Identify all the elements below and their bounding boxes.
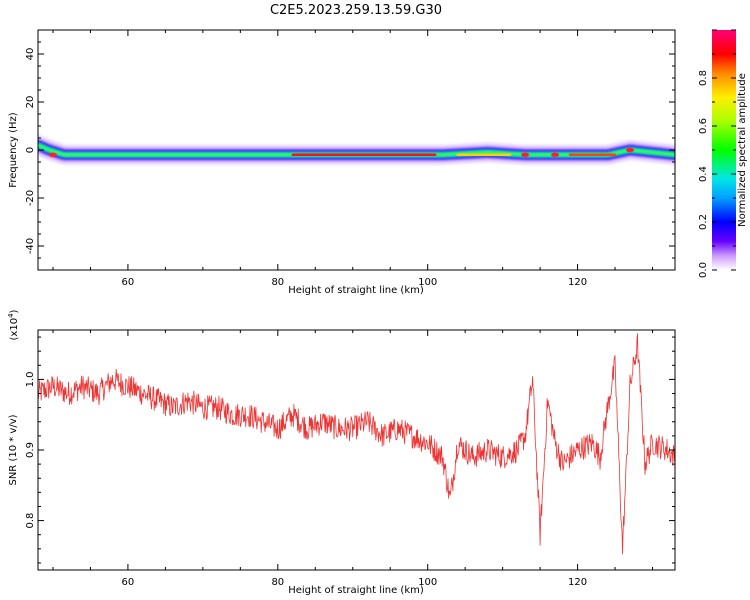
snr-series-line xyxy=(38,333,675,555)
spectrogram-y-tick-label: 0 xyxy=(25,147,36,153)
spectrogram-x-label: Height of straight line (km) xyxy=(288,285,424,296)
snr-x-label: Height of straight line (km) xyxy=(288,585,424,596)
colorbar-ticks: 0.0 0.2 0.4 0.6 0.8 xyxy=(698,29,736,278)
snr-y-tick-label: 0.9 xyxy=(25,442,36,458)
figure-title: C2E5.2023.259.13.59.G30 xyxy=(270,3,442,18)
spectrogram-x-tick-label: 60 xyxy=(122,277,135,288)
snr-y-tick-label: 1.0 xyxy=(25,371,36,387)
ridge-hotspot-2 xyxy=(551,152,560,157)
snr-x-tick-label: 80 xyxy=(271,577,284,588)
spectral-ridge xyxy=(38,135,675,165)
colorbar-tick-label: 0.6 xyxy=(698,118,709,134)
spectrogram-y-tick-label: -20 xyxy=(25,190,36,206)
spectrogram-x-tick-label: 80 xyxy=(271,277,284,288)
spectrogram-y-tick-label: 40 xyxy=(25,48,36,61)
spectrogram-panel: 60 80 100 120 40 20 0 -20 -40 Height of straight… xyxy=(8,29,676,296)
snr-x-tick-label: 100 xyxy=(418,577,437,588)
colorbar-gradient xyxy=(712,30,736,270)
spectrogram-x-tick-label: 100 xyxy=(418,277,437,288)
spectrogram-x-tick-label: 120 xyxy=(568,277,587,288)
ridge-hotspot-1 xyxy=(521,152,530,157)
ridge-hotspot-0 xyxy=(48,152,57,157)
spectrogram-y-tick-label: -40 xyxy=(25,238,36,254)
snr-ticks: 60 80 100 120 1.0 0.9 0.8 xyxy=(25,330,675,588)
snr-panel: 60 80 100 120 1.0 0.9 0.8 Height of straight l… xyxy=(7,309,676,596)
colorbar-tick-label: 0.8 xyxy=(698,70,709,86)
colorbar-tick-label: 0.4 xyxy=(698,166,709,182)
snr-x-tick-label: 60 xyxy=(122,577,135,588)
colorbar-tick-label: 0.2 xyxy=(698,214,709,230)
spectrogram-y-label: Frequency (Hz) xyxy=(8,112,19,188)
snr-y-tick-label: 0.8 xyxy=(25,513,36,529)
colorbar-label: Normalized spectral amplitude xyxy=(737,73,748,227)
spectrogram-y-tick-label: 20 xyxy=(25,96,36,109)
ridge-hotspot-3 xyxy=(626,147,635,153)
colorbar-tick-label: 0.0 xyxy=(698,262,709,278)
colorbar: 0.0 0.2 0.4 0.6 0.8 Normalized spectral ampl… xyxy=(698,29,748,278)
snr-x-tick-label: 120 xyxy=(568,577,587,588)
spectrogram-ticks: 60 80 100 120 40 20 0 -20 -40 xyxy=(25,29,675,288)
snr-y-label: SNR (10 * v/v) xyxy=(8,414,19,485)
snr-multiplier: (x104) xyxy=(7,309,20,340)
